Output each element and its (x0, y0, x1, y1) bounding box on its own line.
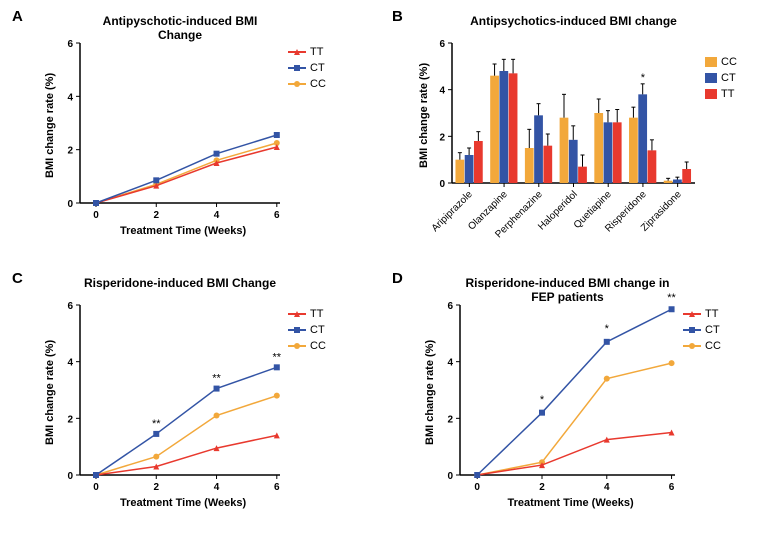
legend-item-CC: CC (683, 339, 721, 353)
svg-text:0: 0 (447, 471, 453, 482)
svg-text:0: 0 (474, 482, 480, 493)
svg-text:0: 0 (93, 210, 99, 221)
legend-item-CC: CC (288, 339, 326, 353)
svg-text:0: 0 (67, 199, 73, 210)
svg-text:6: 6 (274, 210, 280, 221)
svg-text:4: 4 (67, 358, 73, 369)
legend-label: CC (721, 56, 737, 68)
svg-text:6: 6 (67, 301, 73, 312)
svg-text:0: 0 (93, 482, 99, 493)
y-axis-label: BMI change rate (%) (424, 340, 436, 445)
svg-text:6: 6 (439, 39, 445, 50)
legend-swatch (288, 345, 306, 347)
legend-label: CC (310, 78, 326, 90)
svg-text:**: ** (212, 373, 221, 385)
svg-text:6: 6 (67, 39, 73, 50)
legend-label: TT (721, 88, 734, 100)
svg-text:2: 2 (153, 210, 159, 221)
legend-item-CC: CC (288, 77, 326, 91)
svg-text:0: 0 (439, 179, 445, 190)
svg-text:**: ** (667, 292, 676, 304)
legend-item-TT: TT (705, 87, 737, 101)
svg-text:**: ** (152, 418, 161, 430)
svg-text:0: 0 (67, 471, 73, 482)
legend-item-CC: CC (705, 55, 737, 69)
legend-item-TT: TT (683, 307, 721, 321)
panel-D: DRisperidone-induced BMI change in FEP p… (390, 270, 765, 530)
svg-text:2: 2 (447, 414, 453, 425)
svg-text:6: 6 (669, 482, 675, 493)
y-axis-label: BMI change rate (%) (44, 340, 56, 445)
legend-swatch (288, 51, 306, 53)
legend-item-CT: CT (288, 323, 326, 337)
svg-text:**: ** (273, 351, 282, 363)
legend-swatch (288, 83, 306, 85)
legend-swatch (683, 313, 701, 315)
legend-swatch (683, 329, 701, 331)
x-axis-label: Treatment Time (Weeks) (508, 497, 634, 509)
panel-C: CRisperidone-induced BMI Change02460246*… (10, 270, 370, 530)
svg-text:4: 4 (439, 86, 445, 97)
legend-item-TT: TT (288, 45, 326, 59)
svg-text:2: 2 (67, 414, 73, 425)
x-axis-label: Treatment Time (Weeks) (120, 497, 246, 509)
legend-swatch (288, 329, 306, 331)
panel-A: AAntipyschotic-induced BMI Change0246024… (10, 8, 370, 258)
legend-label: CC (705, 340, 721, 352)
legend-swatch (288, 67, 306, 69)
y-axis-label: BMI change rate (%) (418, 63, 430, 168)
svg-text:4: 4 (214, 482, 220, 493)
svg-text:*: * (605, 323, 610, 335)
y-axis-label: BMI change rate (%) (44, 73, 56, 178)
legend-label: CT (705, 324, 720, 336)
legend-item-CT: CT (705, 71, 737, 85)
legend-label: TT (310, 46, 323, 58)
legend-label: TT (310, 308, 323, 320)
legend: TT CT CC (288, 307, 326, 355)
legend-item-CT: CT (683, 323, 721, 337)
x-axis-label: Treatment Time (Weeks) (120, 225, 246, 237)
svg-text:6: 6 (447, 301, 453, 312)
svg-text:2: 2 (67, 146, 73, 157)
svg-text:*: * (641, 72, 646, 84)
legend-item-CT: CT (288, 61, 326, 75)
legend-label: CT (310, 324, 325, 336)
svg-text:6: 6 (274, 482, 280, 493)
svg-text:2: 2 (539, 482, 545, 493)
svg-text:4: 4 (67, 92, 73, 103)
legend: TT CT CC (288, 45, 326, 93)
legend-swatch (705, 73, 717, 83)
legend-label: CT (721, 72, 736, 84)
legend: TT CT CC (683, 307, 721, 355)
legend-swatch (683, 345, 701, 347)
legend-label: CC (310, 340, 326, 352)
svg-text:2: 2 (439, 132, 445, 143)
figure-root: AAntipyschotic-induced BMI Change0246024… (0, 0, 767, 538)
svg-text:4: 4 (447, 358, 453, 369)
legend-label: CT (310, 62, 325, 74)
svg-text:2: 2 (153, 482, 159, 493)
legend-swatch (705, 57, 717, 67)
svg-text:4: 4 (604, 482, 610, 493)
legend-item-TT: TT (288, 307, 326, 321)
legend: CC CT TT (705, 55, 737, 103)
legend-swatch (705, 89, 717, 99)
panel-B: BAntipsychotics-induced BMI change0246*A… (390, 8, 765, 258)
svg-text:*: * (540, 394, 545, 406)
legend-label: TT (705, 308, 718, 320)
legend-swatch (288, 313, 306, 315)
svg-text:4: 4 (214, 210, 220, 221)
